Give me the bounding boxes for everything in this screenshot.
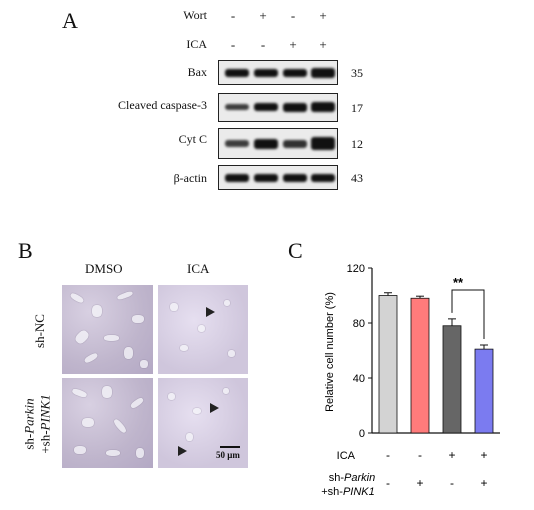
- blot-cytc: [218, 128, 338, 159]
- ica-sign-a-3: +: [289, 37, 297, 52]
- micrograph-shnc-ica: [158, 285, 248, 374]
- kda-caspase: 17: [351, 101, 363, 115]
- band: [254, 174, 278, 182]
- blot-label-caspase: Cleaved caspase-3: [118, 98, 207, 112]
- wort-sign-1: -: [230, 8, 236, 23]
- bar: [442, 325, 462, 434]
- bar-chart: 0 40 80 120 - - + + - + - + Relative cell number (%…: [321, 263, 500, 498]
- y-tick-label: 0: [359, 428, 365, 440]
- sh-sign: +: [480, 476, 487, 490]
- band: [225, 174, 249, 182]
- sh-sign: -: [386, 476, 390, 490]
- band: [254, 103, 278, 111]
- band: [283, 69, 307, 77]
- y-tick-label: 40: [353, 373, 365, 385]
- y-tick-label: 80: [353, 318, 365, 330]
- blot-caspase: [218, 93, 338, 122]
- ica-sign: -: [418, 448, 422, 462]
- scale-bar-label: 50 μm: [216, 450, 240, 460]
- blot-label-cytc: Cyt C: [178, 132, 207, 146]
- ica-sign-a-4: +: [319, 37, 327, 52]
- band: [225, 104, 249, 110]
- kda-cytc: 12: [351, 137, 363, 151]
- ica-sign: -: [386, 448, 390, 462]
- band: [254, 139, 278, 149]
- band: [254, 69, 278, 77]
- gene-parkin: Parkin: [22, 398, 38, 434]
- arrow-icon: [206, 307, 215, 317]
- sh-row-label: sh-Parkin: [329, 472, 375, 484]
- band: [225, 140, 249, 147]
- ica-sign: +: [480, 448, 487, 462]
- wort-label: Wort: [183, 8, 207, 22]
- row-label-sh-nc-text: sh-NC: [32, 314, 48, 348]
- sh-prefix-2: +sh-: [38, 430, 54, 454]
- sh-row-gene-parkin: Parkin: [344, 472, 375, 484]
- arrow-icon: [210, 403, 219, 413]
- y-axis-title: Relative cell number (%): [324, 292, 336, 412]
- ica-sign: +: [448, 448, 455, 462]
- blot-label-actin: β-actin: [173, 171, 207, 185]
- micrograph-sh-parkin-dmso: [62, 378, 153, 468]
- blot-bax: [218, 60, 338, 85]
- bar: [474, 348, 494, 434]
- ica-sign-a-1: -: [230, 37, 236, 52]
- y-tick-label: 120: [347, 263, 365, 275]
- sh-row-gene-pink1: PINK1: [343, 486, 375, 498]
- panel-a-letter: A: [62, 8, 78, 33]
- column-label-ica: ICA: [187, 261, 210, 276]
- chart-plot: 0 40 80 120 - - + + - + - +: [347, 263, 500, 490]
- bar: [378, 295, 398, 434]
- kda-actin: 43: [351, 171, 363, 185]
- significance-bracket: [451, 289, 485, 339]
- band: [311, 174, 335, 182]
- panel-b-letter: B: [18, 238, 33, 263]
- sh-row-prefix-2: +sh-: [321, 486, 343, 498]
- sh-sign: -: [450, 476, 454, 490]
- micrograph-shnc-dmso: [62, 285, 153, 374]
- band: [311, 102, 335, 112]
- blot-actin: [218, 165, 338, 190]
- band: [283, 103, 307, 112]
- bar: [410, 297, 430, 434]
- arrow-icon: [178, 446, 187, 456]
- sh-prefix: sh-: [22, 433, 38, 450]
- gene-pink1: PINK1: [38, 394, 54, 431]
- blot-label-bax: Bax: [187, 65, 207, 79]
- sh-sign: +: [416, 476, 423, 490]
- band: [311, 68, 335, 78]
- sh-row-prefix: sh-: [329, 472, 345, 484]
- wort-sign-2: +: [259, 8, 267, 23]
- sh-row-label-2: +sh-PINK1: [321, 486, 375, 498]
- row-label-sh-nc: sh-NC: [28, 288, 52, 374]
- band: [283, 174, 307, 182]
- wort-sign-3: -: [290, 8, 296, 23]
- band: [225, 69, 249, 77]
- significance-label: **: [453, 275, 464, 290]
- micrograph-sh-parkin-ica: 50 μm: [158, 378, 248, 468]
- column-label-dmso: DMSO: [85, 261, 123, 276]
- scale-bar-line: [220, 446, 240, 448]
- ica-sign-a-2: -: [260, 37, 266, 52]
- kda-bax: 35: [351, 66, 363, 80]
- row-label-sh-parkin: sh-Parkin +sh-PINK1: [18, 378, 58, 470]
- ica-row-label: ICA: [337, 450, 356, 462]
- band: [311, 137, 335, 150]
- band: [283, 140, 307, 148]
- panel-c-letter: C: [288, 238, 303, 263]
- wort-sign-4: +: [319, 8, 327, 23]
- ica-label-a: ICA: [186, 37, 207, 51]
